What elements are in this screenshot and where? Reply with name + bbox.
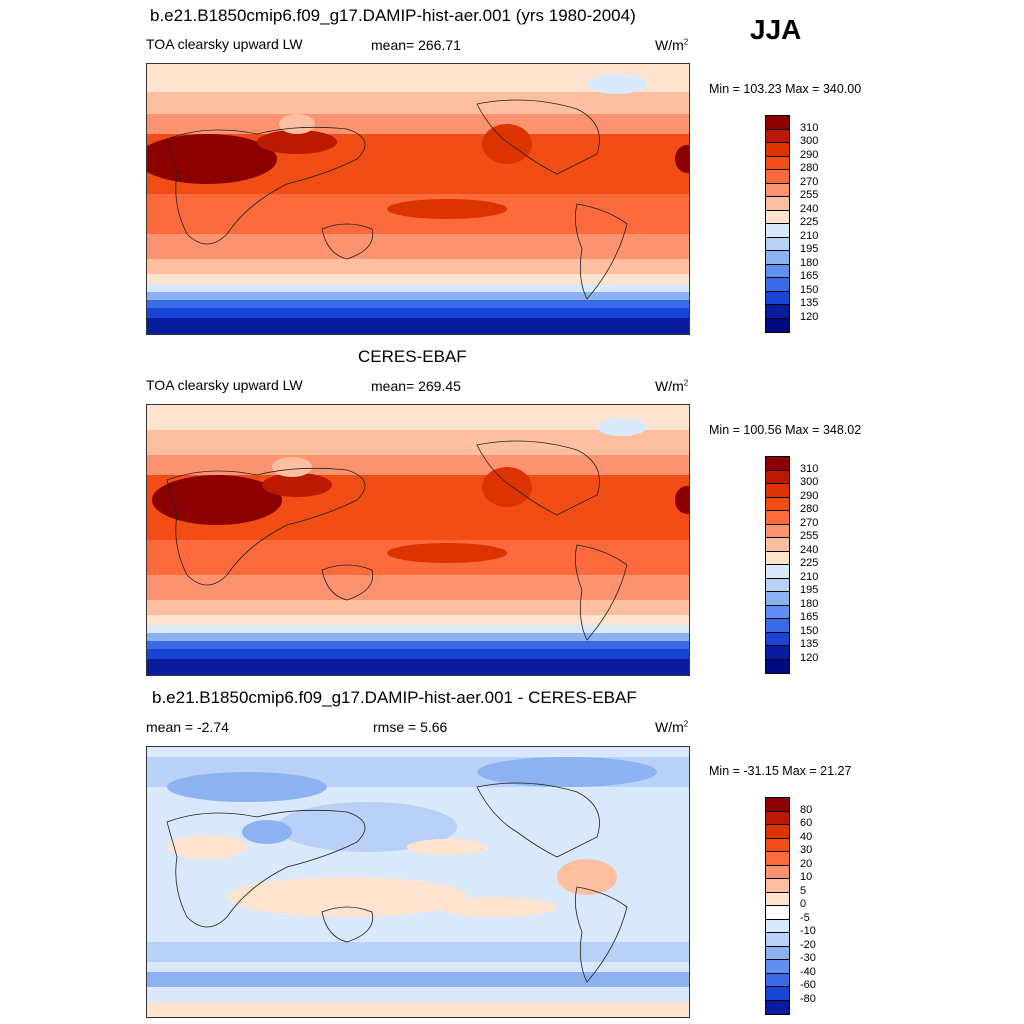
colorbar-tick-label: 195: [800, 243, 819, 255]
colorbar-tick-label: 80: [800, 804, 813, 816]
panel1-minmax: Min = 103.23 Max = 340.00: [709, 82, 862, 96]
colorbar-tick-label: 30: [800, 844, 813, 856]
panel2-mean-label: mean= 269.45: [371, 378, 461, 394]
colorbar-tick-label: 310: [800, 463, 819, 475]
colorbar-tick-label: 165: [800, 270, 819, 282]
panel3-mean-label: mean = -2.74: [146, 719, 229, 735]
colorbar-tick-label: 255: [800, 189, 819, 201]
panel1-map: [146, 63, 690, 335]
colorbar-tick-label: 0: [800, 898, 807, 910]
colorbar-tick-label: 300: [800, 135, 819, 147]
panel1-variable-label: TOA clearsky upward LW: [146, 36, 303, 52]
colorbar-tick-label: -60: [800, 979, 816, 991]
colorbar-tick-label: 150: [800, 625, 819, 637]
colorbar-tick-label: 135: [800, 297, 819, 309]
colorbar-tick-label: 255: [800, 530, 819, 542]
colorbar-tick-label: 150: [800, 284, 819, 296]
colorbar-tick-label: 300: [800, 476, 819, 488]
colorbar-tick-label: 280: [800, 162, 819, 174]
panel2-title: CERES-EBAF: [358, 347, 467, 366]
colorbar-tick-label: 180: [800, 598, 819, 610]
colorbar-tick-label: 290: [800, 490, 819, 502]
panel2-variable-label: TOA clearsky upward LW: [146, 377, 303, 393]
panel1-mean-label: mean= 266.71: [371, 37, 461, 53]
panel1-units: W/m2: [655, 37, 689, 53]
panel1-colorbar: [765, 115, 790, 333]
colorbar-tick-label: 135: [800, 638, 819, 650]
panel3-minmax: Min = -31.15 Max = 21.27: [709, 764, 852, 778]
colorbar-tick-label: 225: [800, 557, 819, 569]
panel1-title: b.e21.B1850cmip6.f09_g17.DAMIP-hist-aer.…: [150, 6, 636, 25]
season-label: JJA: [750, 14, 802, 45]
panel3-map: [146, 746, 690, 1018]
colorbar-tick-label: 20: [800, 858, 813, 870]
colorbar-tick-label: 5: [800, 885, 807, 897]
colorbar-tick-label: -20: [800, 939, 816, 951]
panel2-minmax: Min = 100.56 Max = 348.02: [709, 423, 862, 437]
colorbar-tick-label: 270: [800, 176, 819, 188]
panel2-units: W/m2: [655, 378, 689, 394]
panel1-map-field: [147, 64, 689, 334]
panel2-map-field: [147, 405, 689, 675]
colorbar-tick-label: 270: [800, 517, 819, 529]
colorbar-tick-label: -30: [800, 952, 816, 964]
colorbar-tick-label: 120: [800, 652, 819, 664]
colorbar-tick-label: 10: [800, 871, 813, 883]
colorbar-tick-label: 280: [800, 503, 819, 515]
colorbar-tick-label: 180: [800, 257, 819, 269]
colorbar-tick-label: 225: [800, 216, 819, 228]
panel3-colorbar: [765, 797, 790, 1015]
colorbar-tick-label: 165: [800, 611, 819, 623]
colorbar-tick-label: -10: [800, 925, 816, 937]
panel2-map: [146, 404, 690, 676]
panel3-rmse-label: rmse = 5.66: [373, 719, 448, 735]
colorbar-tick-label: 210: [800, 571, 819, 583]
colorbar-tick-label: 60: [800, 817, 813, 829]
panel3-units: W/m2: [655, 719, 689, 735]
colorbar-tick-label: 310: [800, 122, 819, 134]
colorbar-tick-label: -5: [800, 912, 810, 924]
panel2-colorbar: [765, 456, 790, 674]
colorbar-tick-label: 195: [800, 584, 819, 596]
colorbar-tick-label: -40: [800, 966, 816, 978]
colorbar-tick-label: 240: [800, 203, 819, 215]
panel3-map-field: [147, 747, 689, 1017]
colorbar-tick-label: 240: [800, 544, 819, 556]
colorbar-tick-label: -80: [800, 993, 816, 1005]
colorbar-tick-label: 210: [800, 230, 819, 242]
colorbar-tick-label: 290: [800, 149, 819, 161]
colorbar-tick-label: 120: [800, 311, 819, 323]
panel3-title: b.e21.B1850cmip6.f09_g17.DAMIP-hist-aer.…: [152, 688, 637, 707]
colorbar-tick-label: 40: [800, 831, 813, 843]
